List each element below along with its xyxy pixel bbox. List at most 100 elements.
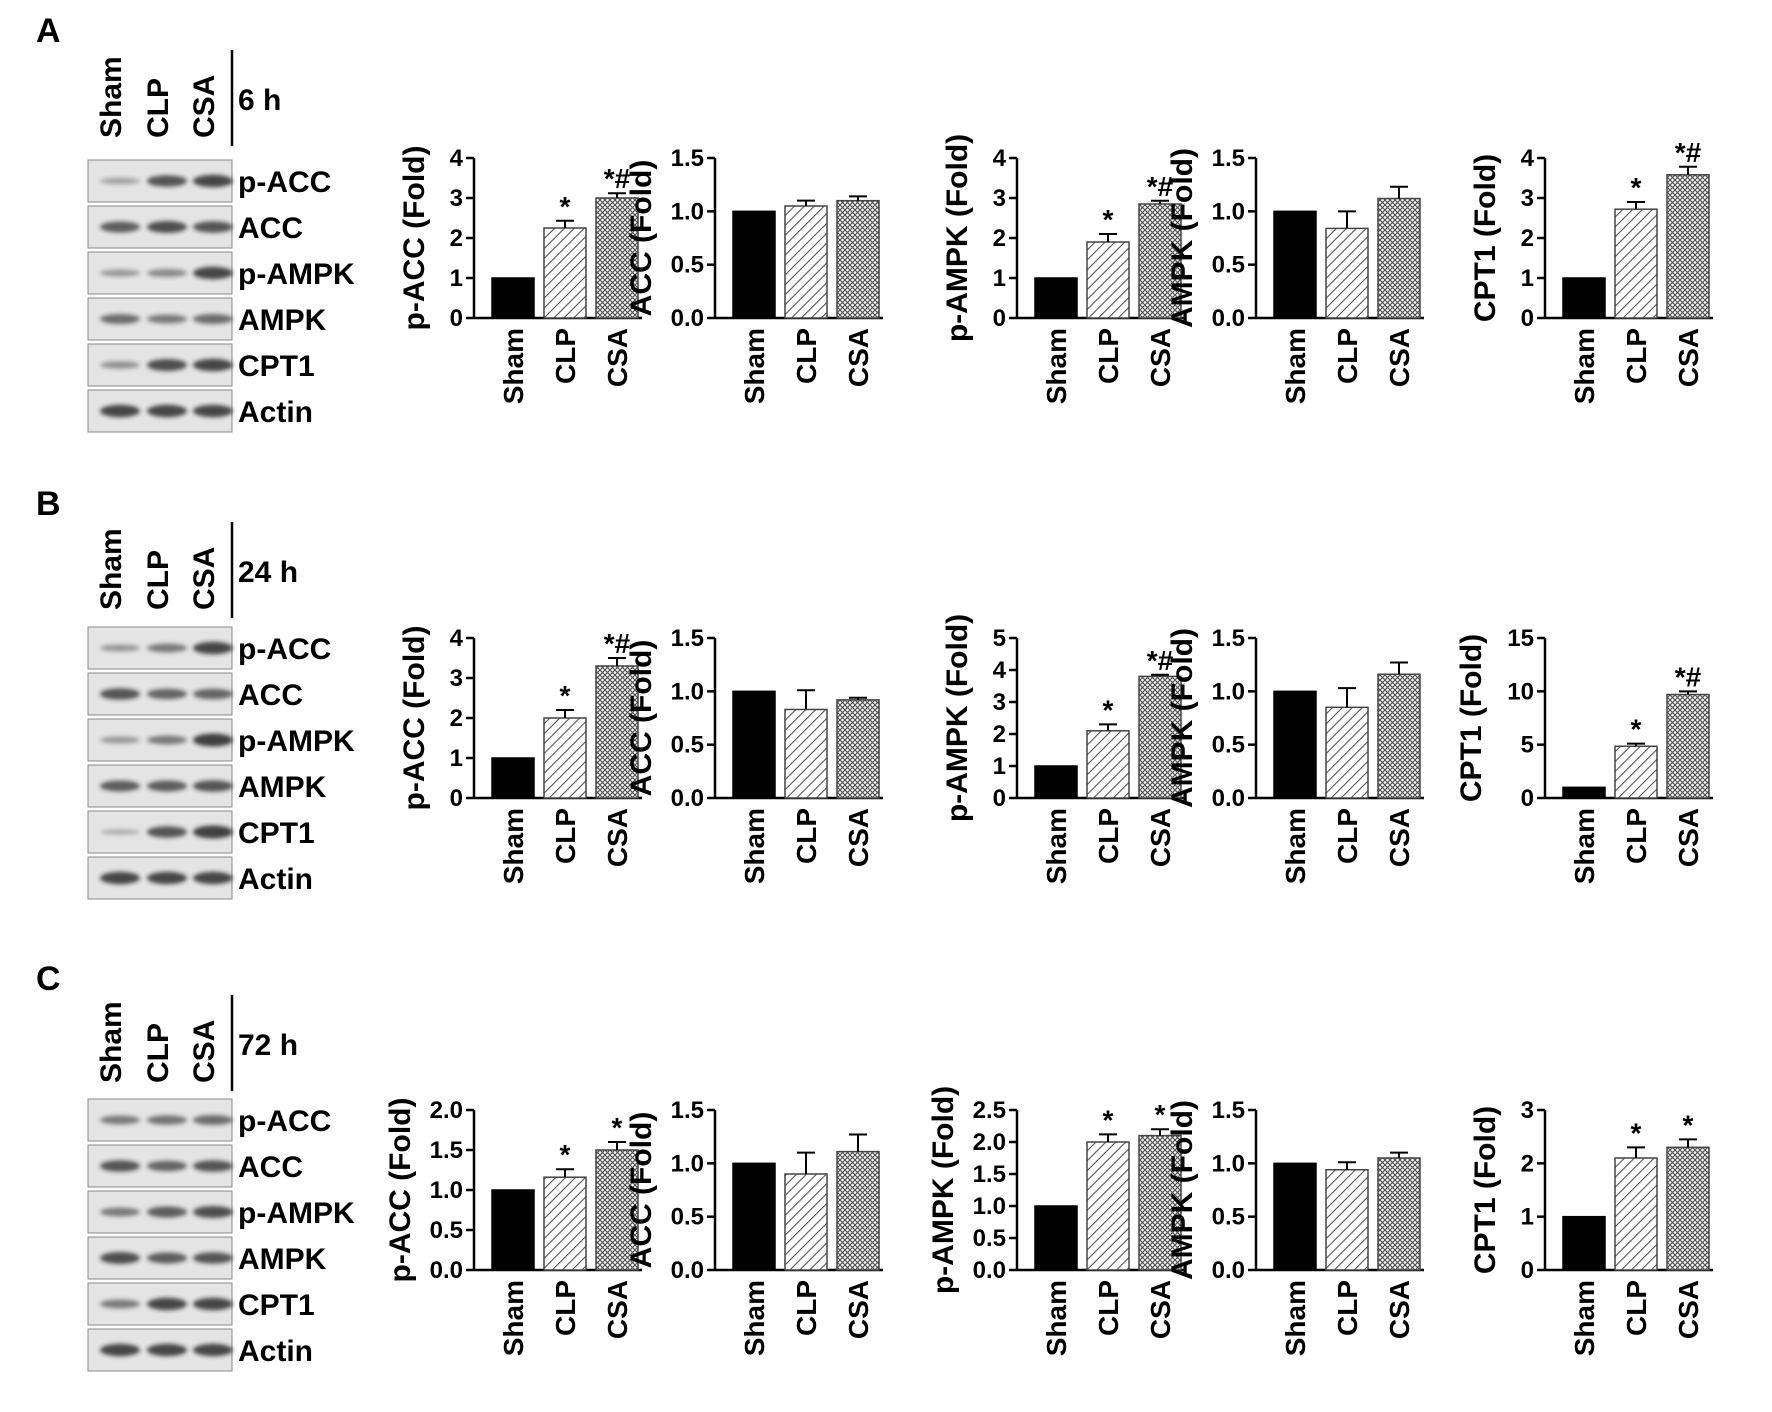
blot-band xyxy=(147,314,187,324)
y-tick-label: 3 xyxy=(993,185,1006,212)
panel-b: B Sham CLP CSA 24 h p-ACC ACC p-AMPK AMPK CPT1 Act… xyxy=(36,485,355,900)
protein-label: p-ACC xyxy=(238,633,331,666)
x-category-label: Sham xyxy=(1280,328,1311,404)
y-tick-label: 0.0 xyxy=(671,785,704,812)
x-category-label: CSA xyxy=(1673,328,1704,387)
blot-band xyxy=(100,361,140,369)
blot-band xyxy=(147,221,187,233)
protein-label: CPT1 xyxy=(238,1289,315,1322)
y-tick-label: 1 xyxy=(450,745,463,772)
blot-band xyxy=(100,1115,140,1125)
protein-label: p-ACC xyxy=(238,1105,331,1138)
blot-band xyxy=(100,1252,140,1264)
y-tick-label: 5 xyxy=(1521,732,1534,759)
x-category-label: CSA xyxy=(1673,1280,1704,1339)
y-tick-label: 3 xyxy=(1521,185,1534,212)
bar xyxy=(784,1173,828,1271)
bar xyxy=(491,757,535,799)
blot-band xyxy=(193,1160,233,1172)
blot-strip xyxy=(87,205,233,249)
y-tick-label: 3 xyxy=(1521,1097,1534,1124)
blot-strip xyxy=(87,343,233,387)
bar-chart: 0 5 10 15 CPT1 (Fold) Sham * CLP *# CSA xyxy=(1455,625,1713,884)
blot-strip xyxy=(87,1236,233,1280)
y-tick-label: 4 xyxy=(450,625,464,652)
blot-band xyxy=(147,175,187,187)
blot-band xyxy=(100,736,140,744)
significance-label: *# xyxy=(1147,171,1174,202)
y-tick-label: 2 xyxy=(993,225,1006,252)
x-category-label: CLP xyxy=(550,328,581,384)
x-category-label: CSA xyxy=(602,328,633,387)
blot-strip xyxy=(87,1190,233,1234)
y-tick-label: 0 xyxy=(1521,785,1534,812)
lane-label: Sham xyxy=(95,56,128,138)
significance-label: * xyxy=(560,1139,571,1170)
x-category-label: CSA xyxy=(1145,328,1176,387)
y-tick-label: 1.5 xyxy=(1212,625,1245,652)
blot-band xyxy=(193,1343,233,1357)
bar xyxy=(543,717,587,799)
blot-band xyxy=(100,688,140,700)
x-category-label: Sham xyxy=(1280,1280,1311,1356)
blot-band xyxy=(147,1206,187,1218)
y-tick-label: 0.5 xyxy=(430,1217,463,1244)
bar xyxy=(836,199,880,319)
x-category-label: CLP xyxy=(1332,328,1363,384)
blot-strip xyxy=(87,1098,233,1142)
x-category-label: Sham xyxy=(739,1280,770,1356)
bar xyxy=(1614,745,1658,799)
blot-band xyxy=(147,688,187,700)
x-category-label: CSA xyxy=(602,1280,633,1339)
blot-band xyxy=(147,826,187,838)
lane-label: CLP xyxy=(142,550,175,610)
blot-band xyxy=(193,314,233,324)
y-tick-label: 0.0 xyxy=(430,1257,463,1284)
y-tick-label: 1.0 xyxy=(1212,678,1245,705)
bar-chart: 0 1 2 3 CPT1 (Fold) Sham * CLP * CSA xyxy=(1469,1097,1713,1356)
bar xyxy=(1614,208,1658,319)
protein-label: Actin xyxy=(238,1335,313,1368)
bar-chart: 0.0 0.5 1.0 1.5 ACC (Fold) Sham CLP CSA xyxy=(625,1097,883,1356)
significance-label: * xyxy=(1155,1099,1166,1130)
y-axis-title: CPT1 (Fold) xyxy=(1469,1106,1502,1274)
significance-label: * xyxy=(1683,1109,1694,1140)
blot-strip xyxy=(87,1328,233,1372)
y-tick-label: 0.5 xyxy=(1212,1204,1245,1231)
y-tick-label: 0 xyxy=(1521,305,1534,332)
bar xyxy=(1666,174,1710,319)
bar xyxy=(784,708,828,799)
x-category-label: CSA xyxy=(602,808,633,867)
bar-chart: 0.0 0.5 1.0 1.5 AMPK (Fold) Sham CLP CSA xyxy=(1166,625,1424,884)
blot-strip xyxy=(87,159,233,203)
panel-letter: B xyxy=(36,485,61,523)
blot-band xyxy=(100,314,140,324)
bar xyxy=(1273,1162,1317,1271)
y-tick-label: 1 xyxy=(1521,1204,1534,1231)
y-tick-label: 1.5 xyxy=(973,1161,1006,1188)
y-axis-title: CPT1 (Fold) xyxy=(1469,154,1502,322)
x-category-label: CLP xyxy=(791,1280,822,1336)
x-category-label: Sham xyxy=(498,328,529,404)
bar xyxy=(1562,786,1606,799)
bar xyxy=(732,210,776,319)
bar xyxy=(836,1150,880,1271)
y-axis-title: p-ACC (Fold) xyxy=(384,1098,417,1283)
blot-band xyxy=(193,641,233,655)
bar xyxy=(1034,1205,1078,1271)
bar xyxy=(1034,277,1078,319)
y-tick-label: 0 xyxy=(993,785,1006,812)
lane-label: Sham xyxy=(95,1001,128,1083)
blot-band xyxy=(193,266,233,280)
y-tick-label: 2.0 xyxy=(973,1129,1006,1156)
bar xyxy=(543,1176,587,1271)
y-tick-label: 0.0 xyxy=(1212,785,1245,812)
blot-band xyxy=(147,735,187,745)
y-tick-label: 1.5 xyxy=(1212,145,1245,172)
bar xyxy=(1666,693,1710,799)
blot-strip xyxy=(87,856,233,900)
blot-band xyxy=(193,174,233,188)
blot-band xyxy=(147,1343,187,1357)
blot-band xyxy=(147,1160,187,1172)
